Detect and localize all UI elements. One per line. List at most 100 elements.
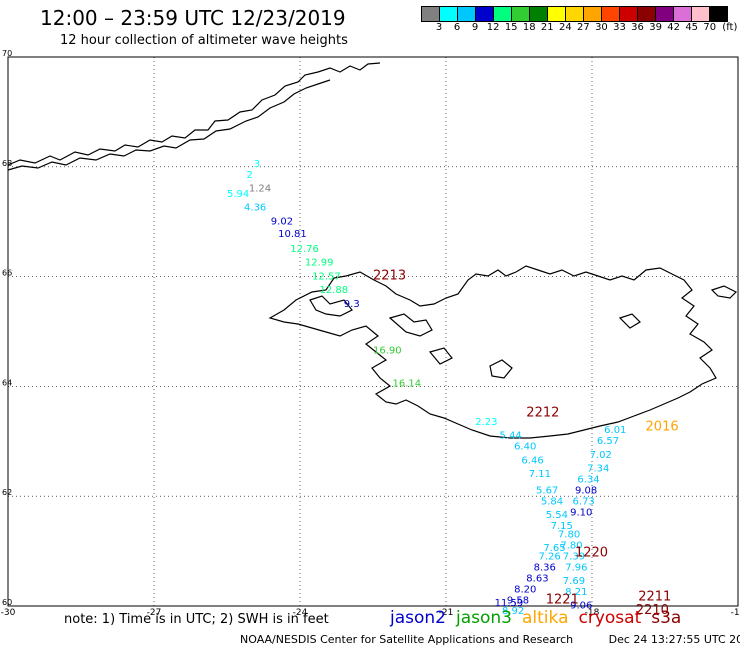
colorbar-label: 42: [667, 22, 680, 33]
colorbar-label: 6: [453, 22, 461, 33]
colorbar-unit: (ft): [722, 22, 738, 33]
east-coast-fragment: [710, 285, 738, 299]
colorbar-label: 27: [577, 22, 590, 33]
wave-height-value: 6.40: [514, 442, 536, 453]
wave-height-value: 6.73: [573, 496, 595, 507]
wave-height-value: 7.69: [563, 576, 585, 587]
axis-labels: -30 -27 -24 -21 -18 -15 70 68 66 64 62 60: [1, 49, 740, 618]
wave-height-value: 16.90: [373, 345, 402, 356]
bay-detail: [428, 347, 453, 365]
map-gridlines: [7, 56, 739, 607]
wave-height-value: 9.10: [570, 507, 592, 518]
colorbar-swatch: [709, 6, 728, 22]
track-time-label: 2213: [373, 268, 406, 283]
wave-height-value: 8.21: [565, 587, 587, 598]
wave-height-value: 7.65: [543, 543, 565, 554]
iceland-coast: [268, 265, 717, 439]
colorbar-label: 15: [504, 22, 518, 33]
colorbar: [421, 6, 728, 22]
colorbar-label: 18: [522, 22, 536, 33]
lake-detail: [489, 359, 513, 379]
wave-height-value: 8.20: [514, 584, 536, 595]
wave-height-value: 5.84: [541, 496, 563, 507]
wave-height-value: 9.06: [570, 601, 592, 612]
wave-height-value: 7.80: [560, 540, 582, 551]
wave-height-value: 11.59: [495, 598, 524, 609]
lat-tick-label: 64: [2, 378, 12, 387]
colorbar-label: 30: [595, 22, 608, 33]
colorbar-label: 45: [685, 22, 699, 33]
track-time-label: 1220: [575, 546, 608, 561]
lon-tick-label: -24: [293, 608, 308, 618]
satellite-legend-item: altika: [522, 608, 569, 628]
satellite-legend: jason2 jason3 altika cryosat s3a: [390, 608, 691, 628]
wave-height-value: 7.11: [529, 469, 551, 480]
fjord-detail: [388, 313, 433, 337]
wave-height-value: 7.15: [551, 521, 573, 532]
wave-height-value: 7.39: [563, 551, 585, 562]
greenland-coast-inner: [7, 79, 331, 171]
colorbar-label: 24: [558, 22, 572, 33]
wave-height-value: 9.08: [575, 485, 597, 496]
westfjords-detail: [309, 295, 353, 317]
lon-tick-label: -18: [585, 608, 600, 618]
wave-height-value: 12.99: [305, 258, 334, 269]
wave-height-value: 8.36: [534, 562, 556, 573]
satellite-legend-item: jason3: [456, 608, 512, 628]
colorbar-label: 12: [486, 22, 500, 33]
wave-height-value: 9.58: [507, 595, 529, 606]
track-time-label: 2016: [646, 419, 679, 434]
wave-height-value: 9.02: [271, 216, 293, 227]
wave-height-value: 7.34: [587, 463, 609, 474]
wave-height-value: 5.54: [546, 510, 568, 521]
lat-tick-label: 66: [2, 269, 12, 278]
wave-height-value: 10.81: [278, 229, 307, 240]
lat-tick-label: 60: [2, 598, 12, 607]
colorbar-label: 70: [703, 22, 717, 33]
footer: NOAA/NESDIS Center for Satellite Applica…: [240, 633, 740, 646]
wave-height-value: 12.57: [312, 271, 341, 282]
lat-tick-label: 68: [2, 159, 12, 168]
wave-height-value: 2: [246, 170, 252, 181]
footer-timestamp: Dec 24 13:27:55 UTC 2019: [608, 633, 740, 646]
wave-height-value: 5.44: [500, 431, 522, 442]
wave-height-value: 6.01: [604, 425, 626, 436]
legend-note: note: 1) Time is in UTC; 2) SWH is in fe…: [64, 612, 329, 627]
lat-tick-label: 70: [2, 49, 12, 58]
wave-height-value: 5.67: [536, 485, 558, 496]
lon-tick-label: -15: [731, 608, 740, 618]
track-time-label: 1221: [546, 592, 579, 607]
wave-height-value: 6.34: [577, 474, 599, 485]
lat-tick-label: 62: [2, 488, 12, 497]
colorbar-label: 21: [540, 22, 554, 33]
map-title: 12:00 – 23:59 UTC 12/23/2019: [40, 6, 346, 30]
satellite-legend-item: s3a: [651, 608, 682, 628]
wave-height-value: 9.3: [344, 299, 360, 310]
wave-height-value: 7.96: [565, 562, 587, 573]
wave-height-value: 7.02: [590, 450, 612, 461]
wave-height-value: 12.88: [319, 285, 348, 296]
wave-height-value: 7.80: [558, 529, 580, 540]
coastlines: [7, 62, 738, 439]
map-subtitle: 12 hour collection of altimeter wave hei…: [60, 33, 348, 48]
wave-height-value: 2.23: [475, 417, 497, 428]
colorbar-label: 36: [631, 22, 644, 33]
wave-height-value: 16.14: [392, 378, 421, 389]
wave-height-value: 8.92: [502, 606, 524, 617]
wave-height-value: 8.63: [526, 573, 548, 584]
wave-height-value: 7.26: [538, 551, 560, 562]
track-time-label: 2210: [636, 603, 669, 618]
colorbar-labels: 3 6 9 12 15 18 21 24 27 30 33 36 39 42 45 70 (ft): [421, 22, 740, 36]
wave-height-value: 6.57: [597, 436, 619, 447]
wave-height-value: 6.46: [521, 455, 543, 466]
wave-height-points: 1.24 23 5.94 4.36 9.02 10.81 12.76 12.99 12.57 12…: [227, 159, 626, 617]
wave-height-value: 12.76: [290, 244, 319, 255]
footer-center: NOAA/NESDIS Center for Satellite Applica…: [240, 633, 574, 646]
lon-tick-label: -21: [439, 608, 454, 618]
colorbar-label: 9: [471, 22, 479, 33]
lake-detail-2: [618, 313, 641, 329]
colorbar-label: 39: [649, 22, 662, 33]
wave-height-value: 1.24: [249, 184, 271, 195]
